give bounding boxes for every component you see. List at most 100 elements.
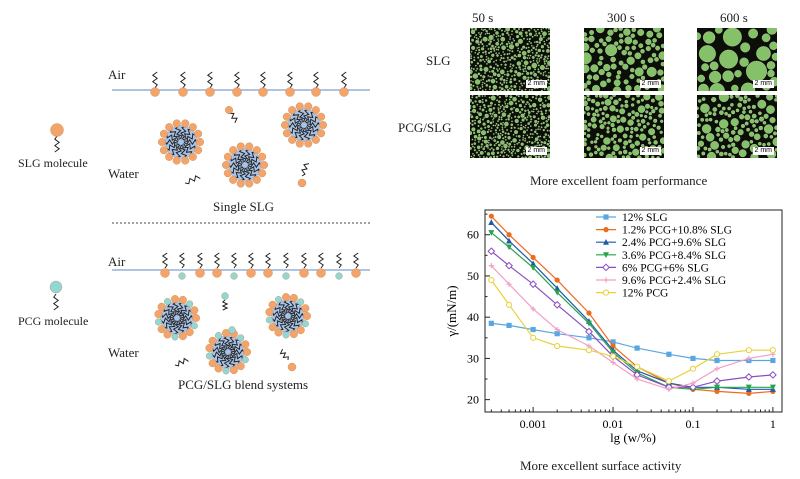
surfactant-tail — [264, 252, 272, 269]
foam-bubble — [636, 95, 641, 98]
foam-bubble — [511, 154, 514, 157]
foam-bubble — [491, 69, 495, 73]
foam-bubble — [498, 68, 501, 70]
foam-bubble — [479, 105, 482, 108]
data-point — [713, 377, 721, 385]
foam-bubble — [734, 70, 742, 78]
series-6 — [488, 263, 776, 392]
foam-bubble — [496, 68, 498, 70]
foam-bubble — [650, 105, 654, 110]
foam-bubble — [488, 32, 491, 35]
foam-bubble — [495, 146, 500, 151]
foam-bubble — [698, 45, 716, 63]
foam-bubble — [497, 107, 499, 109]
foam-bubble — [490, 130, 492, 132]
foam-bubble — [718, 137, 724, 142]
foam-bubble — [475, 37, 478, 39]
foam-bubble — [480, 143, 484, 146]
foam-bubble — [473, 142, 477, 145]
foam-bubble — [541, 89, 543, 91]
foam-bubble — [637, 122, 642, 127]
foam-bubble — [531, 45, 533, 47]
slg-head — [191, 314, 200, 323]
foam-bubble — [479, 55, 483, 58]
foam-bubble — [658, 113, 662, 118]
surfactant-tail — [246, 151, 258, 164]
foam-bubble — [540, 144, 543, 146]
data-point — [529, 280, 538, 289]
foam-bubble — [660, 119, 664, 123]
slg-head — [304, 102, 313, 111]
data-point — [746, 355, 752, 362]
foam-bubble — [715, 28, 723, 34]
foam-bubble — [634, 67, 644, 77]
foam-bubble — [623, 79, 629, 85]
y-tick-label: 40 — [467, 310, 479, 324]
foam-bubble — [534, 155, 538, 158]
foam-bubble — [504, 139, 507, 141]
foam-bubble — [514, 115, 517, 118]
foam-bubble — [697, 32, 701, 41]
foam-bubble — [762, 121, 767, 125]
foam-bubble — [499, 89, 502, 91]
foam-bubble — [655, 45, 660, 51]
foam-bubble — [476, 129, 481, 134]
slg-head — [241, 340, 250, 349]
foam-bubble — [500, 29, 503, 32]
foam-bubble — [509, 36, 511, 38]
foam-bubble — [531, 136, 533, 139]
legend-label: 3.6% PCG+8.4% SLG — [622, 250, 726, 262]
foam-bubble — [739, 114, 745, 120]
foam-bubble — [634, 52, 642, 60]
foam-bubble — [507, 155, 510, 157]
foam-bubble — [613, 134, 617, 139]
surfactant-tail — [228, 164, 243, 174]
foam-bubble — [497, 49, 500, 51]
foam-bubble — [506, 70, 509, 73]
foam-bubble — [524, 31, 528, 35]
legend-entry: 12% PCG — [596, 288, 668, 300]
foam-bubble — [539, 65, 545, 70]
foam-bubble — [517, 155, 520, 158]
foam-bubble — [483, 66, 489, 72]
foam-bubble — [603, 64, 611, 72]
foam-bubble — [546, 49, 550, 53]
foam-bubble — [480, 127, 483, 130]
foam-bubble — [515, 89, 517, 91]
foam-bubble — [747, 105, 751, 109]
foam-bubble — [513, 143, 516, 146]
foam-bubble — [479, 68, 483, 72]
foam-bubble — [623, 149, 628, 155]
foam-bubble — [473, 56, 476, 59]
foam-bubble — [514, 70, 518, 74]
foam-bubble — [757, 99, 767, 109]
data-point — [530, 326, 536, 333]
surfactant-tail — [259, 71, 267, 89]
foam-bubble — [470, 104, 472, 107]
pcg-molecule-icon — [49, 280, 63, 311]
foam-bubble — [618, 38, 624, 44]
foam-bubble — [471, 143, 474, 146]
foam-bubble — [480, 79, 482, 81]
foam-bubble — [490, 78, 496, 84]
foam-bubble — [502, 51, 504, 53]
foam-bubble — [501, 130, 505, 133]
foam-bubble — [529, 105, 532, 108]
foam-bubble — [606, 130, 610, 134]
foam-bubble — [482, 51, 485, 54]
foam-bubble — [648, 128, 656, 136]
data-point — [554, 277, 560, 283]
foam-bubble — [470, 60, 474, 64]
foam-bubble — [640, 75, 646, 81]
foam-bubble — [534, 130, 537, 134]
foam-bubble — [547, 78, 550, 82]
foam-bubble — [540, 112, 544, 116]
foam-bubble — [733, 126, 738, 131]
surfactant-tail — [352, 252, 360, 269]
foam-bubble — [592, 74, 600, 81]
foam-bubble — [505, 60, 507, 62]
row-label-slg: SLG — [426, 53, 451, 68]
foam-bubble — [748, 109, 753, 114]
foam-bubble — [470, 98, 472, 103]
foam-bubble — [616, 70, 622, 75]
